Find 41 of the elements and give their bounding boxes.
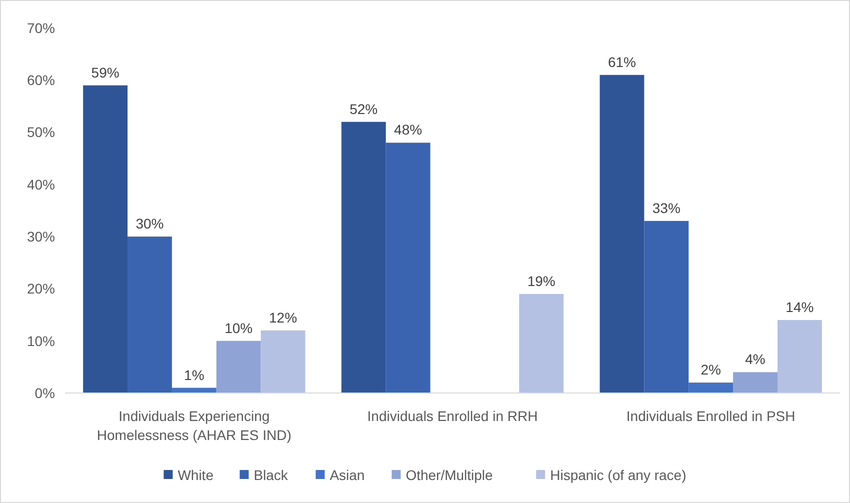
data-label: 4%: [745, 351, 766, 368]
y-tick-label: 20%: [26, 280, 55, 297]
x-tick-label: Individuals Experiencing Homelessness (AHAR ES IND): [96, 408, 292, 443]
data-label: 12%: [269, 309, 298, 326]
data-label: 10%: [224, 320, 253, 336]
y-tick-label: 40%: [26, 176, 55, 192]
legend-label: White: [178, 467, 214, 483]
bar: [777, 320, 822, 393]
y-tick-label: 70%: [26, 20, 55, 36]
bar: [260, 330, 306, 393]
data-label: 19%: [527, 272, 556, 289]
bar: [128, 236, 172, 393]
data-label: 1%: [184, 366, 204, 383]
bar: [216, 340, 261, 393]
data-label: 2%: [700, 362, 721, 378]
bar: [733, 372, 778, 393]
data-label: 30%: [136, 216, 164, 232]
y-tick-label: 30%: [26, 228, 55, 244]
bar: [341, 122, 386, 393]
data-label: 52%: [350, 100, 378, 117]
legend-label: Black: [254, 467, 289, 483]
bar: [386, 142, 430, 393]
data-label: 48%: [394, 122, 422, 138]
data-label: 14%: [786, 299, 814, 315]
y-tick-label: 10%: [26, 332, 55, 349]
x-tick-label: Individuals Enrolled in RRH: [367, 408, 538, 424]
y-tick-label: 60%: [26, 72, 55, 88]
bar: [83, 85, 128, 393]
legend-label: Hispanic (of any race): [550, 467, 686, 483]
bar: [688, 382, 734, 393]
bar: [600, 74, 644, 393]
legend-label: Other/Multiple: [406, 467, 494, 483]
y-tick-label: 0%: [34, 384, 55, 401]
bar: [519, 294, 564, 393]
x-tick-label: Individuals Enrolled in PSH: [626, 408, 796, 424]
data-label: 33%: [652, 200, 680, 216]
data-label: 59%: [91, 64, 120, 80]
data-label: 61%: [608, 54, 636, 70]
y-tick-label: 50%: [26, 124, 55, 140]
bar: [644, 220, 689, 393]
legend-label: Asian: [330, 467, 365, 483]
